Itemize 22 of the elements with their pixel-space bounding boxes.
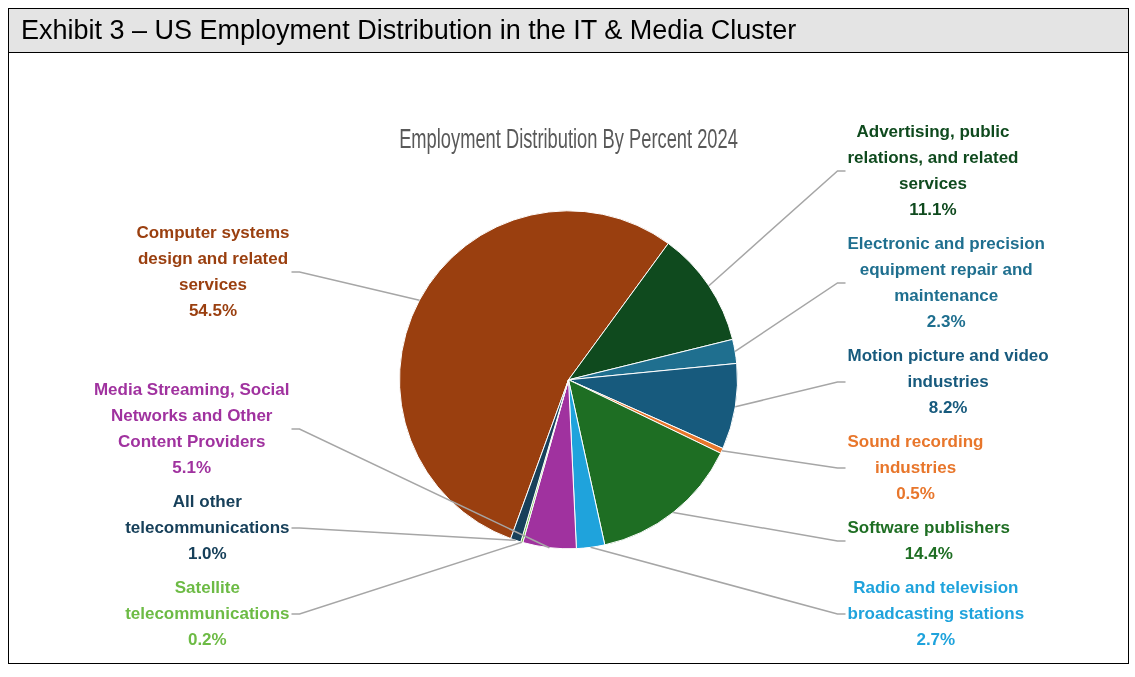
data-label: 5.1% [172,457,212,477]
slice-label: All other telecommunications [125,491,290,537]
data-label: 2.7% [916,629,956,649]
slice-label: Advertising, public relations, and related services [847,121,1019,193]
slice-label: Computer systems design and related services [136,222,290,294]
slice-label: Software publishers [847,517,1010,537]
slice-label: Radio and television broadcasting stations [847,577,1025,623]
slice-label: Electronic and precision equipment repair and maintenance [847,233,1045,305]
data-label: 11.1% [909,199,957,219]
slice-label: Media Streaming, Social Networks and Other Content Providers [93,379,290,451]
data-label: 0.2% [187,629,227,649]
chart-subtitle: Employment Distribution By Percent 2024 [399,122,738,154]
chart-title: Exhibit 3 – US Employment Distribution in the IT & Media Cluster [9,9,1128,53]
slice-label: Motion picture and video industries [847,345,1049,391]
slice-label: Sound recording industries [847,431,984,477]
data-label: 1.0% [187,543,227,563]
data-label: 2.3% [926,311,966,331]
data-label: 8.2% [928,397,968,417]
data-label: 54.5% [188,300,238,320]
slice-label: Satellite telecommunications [125,577,290,623]
data-label: 0.5% [896,483,935,503]
data-label: 14.4% [904,543,953,563]
